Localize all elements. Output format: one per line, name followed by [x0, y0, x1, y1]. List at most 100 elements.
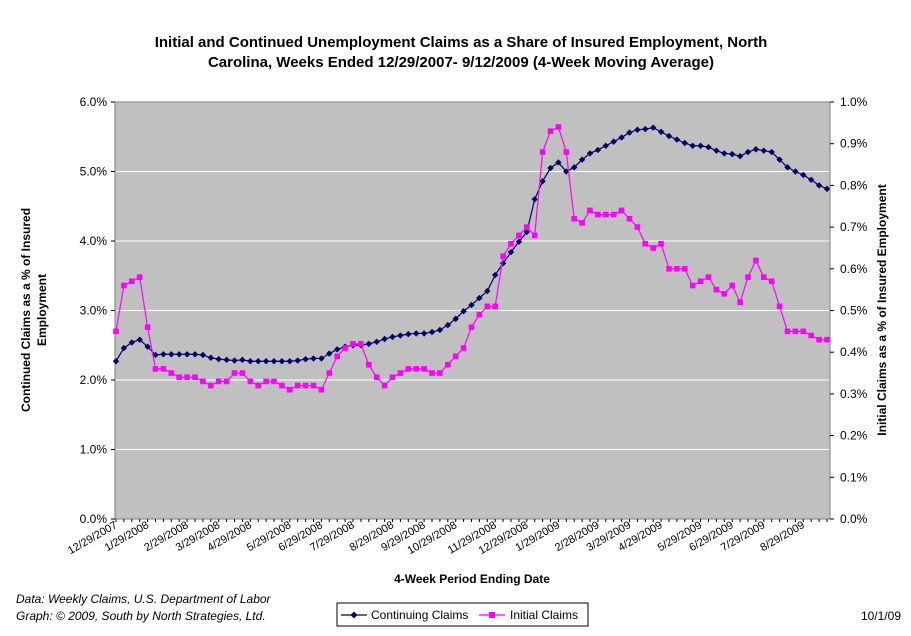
data-point-continuing-claims — [365, 340, 372, 348]
data-point-continuing-claims — [294, 357, 301, 364]
data-point-initial-claims — [682, 266, 688, 272]
chart-title-line-1: Initial and Continued Unemployment Claim… — [155, 34, 768, 51]
data-point-continuing-claims — [657, 128, 665, 136]
data-point-continuing-claims — [784, 164, 791, 171]
data-point-initial-claims — [658, 240, 664, 247]
data-point-initial-claims — [279, 382, 285, 389]
data-point-initial-claims — [705, 274, 712, 280]
data-point-continuing-claims — [792, 168, 799, 175]
series-layer — [112, 124, 831, 393]
data-point-initial-claims — [587, 207, 593, 214]
data-point-continuing-claims — [586, 150, 594, 157]
data-point-initial-claims — [634, 224, 641, 230]
left-tick-label: 6.0% — [80, 95, 108, 109]
right-tick-label: 0.0% — [840, 512, 868, 526]
left-tick-label: 2.0% — [80, 373, 108, 387]
legend-label-continuing: Continuing Claims — [371, 608, 468, 622]
data-point-continuing-claims — [168, 351, 175, 358]
right-tick-label: 0.4% — [840, 345, 868, 359]
grid-lines — [115, 171, 830, 450]
data-point-initial-claims — [326, 370, 333, 376]
data-point-initial-claims — [381, 382, 388, 389]
data-point-initial-claims — [247, 378, 254, 385]
data-point-continuing-claims — [808, 176, 815, 184]
data-point-continuing-claims — [610, 138, 617, 145]
right-axis: 0.0% 0.1% 0.2% 0.3% 0.4% 0.5% 0.6% 0.7% 0.8% 0.9%… — [830, 95, 868, 526]
data-point-initial-claims — [287, 386, 293, 393]
data-point-continuing-claims — [318, 355, 325, 362]
data-point-continuing-claims — [729, 150, 736, 158]
data-point-continuing-claims — [776, 156, 783, 163]
data-point-initial-claims — [595, 211, 601, 218]
data-point-initial-claims — [121, 282, 127, 289]
data-point-initial-claims — [429, 370, 435, 376]
data-point-initial-claims — [579, 220, 585, 226]
data-point-initial-claims — [808, 332, 814, 339]
right-axis-title: Initial Claims as a % of Insured Employm… — [875, 184, 889, 435]
x-tick-label: 8/29/2009 — [758, 519, 806, 554]
data-point-continuing-claims — [752, 146, 760, 153]
data-point-initial-claims — [571, 215, 577, 222]
data-point-continuing-claims — [800, 171, 807, 179]
right-tick-label: 0.1% — [840, 470, 868, 484]
data-point-continuing-claims — [262, 358, 270, 365]
data-point-continuing-claims — [413, 330, 420, 337]
data-point-continuing-claims — [420, 330, 428, 337]
data-point-initial-claims — [334, 353, 340, 360]
data-point-initial-claims — [342, 345, 348, 351]
data-point-continuing-claims — [176, 351, 183, 358]
data-point-initial-claims — [745, 274, 751, 280]
data-point-continuing-claims — [436, 326, 444, 334]
data-point-initial-claims — [389, 374, 396, 381]
data-point-initial-claims — [271, 378, 277, 385]
data-point-continuing-claims — [247, 358, 254, 365]
data-point-continuing-claims — [744, 148, 752, 156]
data-point-initial-claims — [516, 232, 522, 239]
series-initial-claims — [113, 124, 830, 393]
right-tick-label: 0.6% — [840, 262, 868, 276]
data-point-continuing-claims — [736, 153, 744, 160]
data-point-continuing-claims — [112, 358, 120, 365]
data-point-initial-claims — [350, 341, 356, 347]
left-tick-label: 0.0% — [80, 512, 108, 526]
x-axis-title: 4-Week Period Ending Date — [394, 572, 550, 586]
right-tick-label: 0.9% — [840, 137, 868, 151]
legend: Continuing Claims Initial Claims — [336, 602, 589, 627]
data-point-initial-claims — [792, 328, 799, 335]
data-point-initial-claims — [421, 366, 427, 372]
data-point-initial-claims — [563, 149, 570, 155]
data-point-initial-claims — [603, 211, 609, 218]
data-point-initial-claims — [215, 378, 222, 385]
data-point-continuing-claims — [452, 315, 459, 323]
data-point-continuing-claims — [484, 287, 491, 295]
data-point-initial-claims — [674, 266, 680, 272]
data-point-continuing-claims — [768, 148, 775, 156]
data-point-initial-claims — [642, 240, 649, 247]
graph-credit-note: Graph: © 2009, South by North Strategies… — [16, 609, 266, 623]
right-tick-label: 1.0% — [840, 95, 868, 109]
data-point-continuing-claims — [515, 238, 523, 245]
data-point-continuing-claims — [602, 142, 609, 149]
data-point-initial-claims — [784, 328, 791, 335]
data-point-continuing-claims — [191, 351, 199, 358]
data-point-continuing-claims — [278, 358, 286, 365]
data-point-initial-claims — [484, 303, 491, 310]
left-tick-label: 1.0% — [80, 443, 108, 457]
data-point-initial-claims — [136, 274, 143, 280]
data-point-initial-claims — [618, 207, 625, 214]
data-point-continuing-claims — [563, 168, 570, 175]
data-point-continuing-claims — [531, 196, 538, 203]
data-point-continuing-claims — [428, 328, 436, 336]
data-point-initial-claims — [508, 240, 514, 247]
data-point-initial-claims — [208, 382, 214, 389]
data-point-initial-claims — [729, 282, 735, 289]
data-point-initial-claims — [445, 361, 451, 368]
data-point-continuing-claims — [286, 358, 293, 365]
data-point-initial-claims — [539, 149, 546, 155]
data-point-continuing-claims — [523, 228, 530, 236]
data-point-continuing-claims — [681, 139, 688, 147]
data-point-initial-claims — [294, 382, 301, 389]
data-point-initial-claims — [405, 366, 412, 372]
data-point-continuing-claims — [665, 132, 673, 140]
data-point-continuing-claims — [160, 351, 167, 358]
